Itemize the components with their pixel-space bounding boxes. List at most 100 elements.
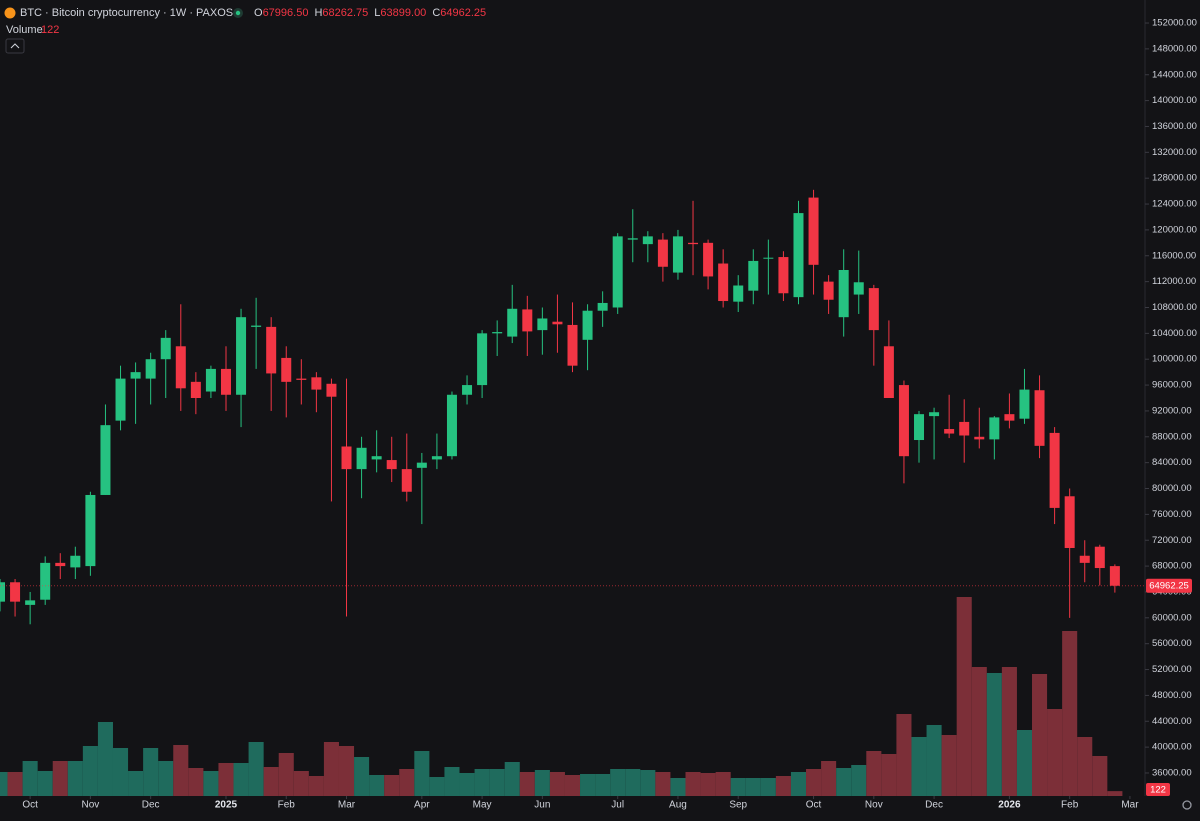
volume-bar xyxy=(308,776,324,796)
x-tick-label: Apr xyxy=(414,800,430,811)
candle-body xyxy=(597,302,608,311)
volume-bar xyxy=(37,771,53,796)
candle-body xyxy=(838,269,849,318)
x-tick-label: 2026 xyxy=(998,800,1021,811)
volume-bar xyxy=(82,746,98,796)
legend-value: 68262.75 xyxy=(322,7,368,19)
candle-body xyxy=(205,368,216,392)
volume-bar xyxy=(218,763,234,796)
volume-bar xyxy=(22,761,38,796)
volume-bar xyxy=(1032,674,1048,796)
volume-bar xyxy=(369,775,385,796)
volume-bar xyxy=(685,772,701,796)
volume-badge xyxy=(1146,783,1170,796)
volume-bar xyxy=(534,770,550,796)
volume-bar xyxy=(504,762,520,796)
candle-body xyxy=(85,494,96,567)
plot-area xyxy=(0,189,1145,796)
y-tick-label: 84000.00 xyxy=(1152,457,1192,468)
y-tick-label: 88000.00 xyxy=(1152,431,1192,442)
legend-key: C xyxy=(432,7,440,19)
volume-bar xyxy=(956,597,972,796)
volume-bar xyxy=(338,746,355,796)
candle-body xyxy=(748,260,759,291)
candle-body xyxy=(672,236,683,273)
candle-body xyxy=(145,359,156,379)
volume-bar xyxy=(1092,756,1108,796)
x-tick-label: Dec xyxy=(142,800,160,811)
volume-bar xyxy=(1001,667,1017,796)
volume-bar xyxy=(986,673,1002,796)
volume-bar xyxy=(971,667,987,796)
settings-button[interactable] xyxy=(1182,800,1192,810)
x-tick-label: May xyxy=(473,800,492,811)
y-tick-label: 52000.00 xyxy=(1152,664,1192,675)
candle-body xyxy=(0,582,5,602)
volume-bar xyxy=(0,772,8,796)
x-tick-label: Nov xyxy=(865,800,883,811)
volume-bar xyxy=(790,772,807,796)
candle-body xyxy=(416,462,427,468)
status-dot xyxy=(235,10,241,16)
volume-bar xyxy=(775,776,791,796)
candle-body xyxy=(401,469,412,492)
volume-bar xyxy=(640,770,656,796)
volume-bar xyxy=(128,771,144,796)
candle-body xyxy=(642,236,653,245)
candle-body xyxy=(341,446,352,470)
candle-body xyxy=(582,310,593,340)
candle-body xyxy=(10,582,21,602)
volume-bar xyxy=(1047,709,1063,796)
collapse-button[interactable] xyxy=(5,38,25,54)
volume-bar xyxy=(399,769,415,796)
candle-body xyxy=(914,414,925,441)
candle-body xyxy=(40,562,51,600)
candle-body xyxy=(462,385,473,395)
x-tick-label: Sep xyxy=(729,800,747,811)
candle-body xyxy=(296,378,307,380)
y-tick-label: 152000.00 xyxy=(1152,18,1197,29)
volume-bar xyxy=(760,778,776,796)
volume-bar xyxy=(459,773,475,796)
y-tick-label: 80000.00 xyxy=(1152,483,1192,494)
x-tick-label: Jul xyxy=(611,800,624,811)
volume-bar xyxy=(564,775,581,796)
candle-body xyxy=(657,239,668,267)
candle-body xyxy=(733,285,744,302)
volume-bar xyxy=(610,769,626,796)
last-price-badge xyxy=(1146,578,1192,593)
candle-body xyxy=(703,242,714,277)
chart-title: BTC · Bitcoin cryptocurrency · 1W · PAXO… xyxy=(20,7,233,19)
volume-bar xyxy=(1077,737,1093,796)
candle-body xyxy=(959,421,970,436)
y-tick-label: 112000.00 xyxy=(1152,276,1196,287)
y-tick-label: 116000.00 xyxy=(1152,250,1196,261)
y-tick-label: 76000.00 xyxy=(1152,509,1192,520)
volume-bar xyxy=(112,748,129,796)
x-tick-label: Mar xyxy=(338,800,356,811)
candle-body xyxy=(25,600,36,605)
y-tick-label: 44000.00 xyxy=(1152,716,1192,727)
volume-bar xyxy=(911,737,927,796)
candle-body xyxy=(793,213,804,298)
candle-body xyxy=(220,368,231,395)
y-tick-label: 36000.00 xyxy=(1152,767,1192,778)
candle-body xyxy=(100,425,111,495)
y-tick-label: 40000.00 xyxy=(1152,742,1192,753)
volume-bar xyxy=(821,761,837,796)
volume-bar xyxy=(896,714,912,796)
candle-body xyxy=(778,257,789,294)
candle-body xyxy=(552,321,563,325)
y-tick-label: 56000.00 xyxy=(1152,638,1192,649)
legend-key: H xyxy=(314,7,322,19)
candle-body xyxy=(356,447,367,470)
candle-body xyxy=(175,346,186,389)
volume-bar xyxy=(926,725,942,796)
candle-body xyxy=(853,282,864,295)
volume-bar xyxy=(745,778,761,796)
x-tick-label: Mar xyxy=(1121,800,1139,811)
candle-body xyxy=(1064,496,1075,548)
candle-body xyxy=(868,288,879,331)
volume-bar xyxy=(730,778,746,796)
volume-bar xyxy=(173,745,189,796)
